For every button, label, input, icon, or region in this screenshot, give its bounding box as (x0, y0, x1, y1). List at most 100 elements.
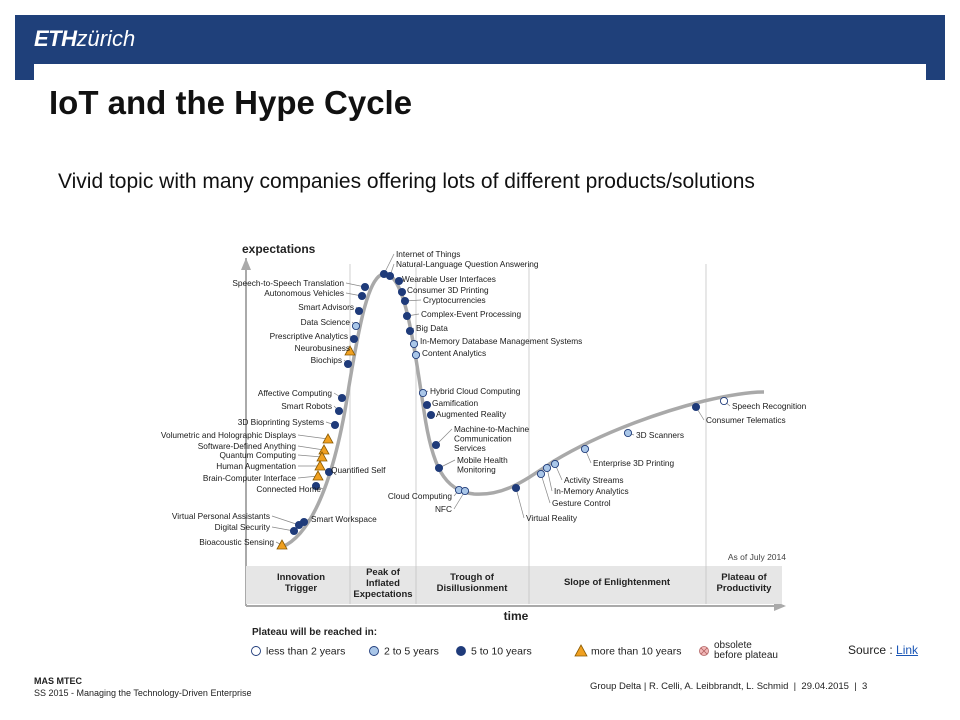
label-digital-security: Digital Security (215, 522, 271, 532)
technology-markers (276, 269, 729, 550)
marker-activity-streams (550, 459, 560, 469)
y-axis-label: expectations (242, 242, 316, 256)
label-software-defined-anything: Software-Defined Anything (198, 441, 297, 451)
label-in-memory-analytics: In-Memory Analytics (554, 486, 629, 496)
phase-band (246, 566, 782, 604)
hype-cycle-svg: expectations time As of July 2014 Intern… (161, 242, 807, 661)
label-smart-workspace: Smart Workspace (311, 514, 377, 524)
marker-nfc (460, 486, 470, 496)
label-consumer-telematics: Consumer Telematics (706, 415, 786, 425)
marker-in-memory-analytics (542, 463, 552, 473)
label-natural-language-question-answering: Natural-Language Question Answering (396, 259, 539, 269)
marker-volumetric-and-holographic-displays (322, 433, 334, 444)
marker-speech-to-speech-translation (360, 282, 370, 292)
legend: less than 2 years 2 to 5 years 5 to 10 yea… (251, 640, 778, 661)
label-virtual-reality: Virtual Reality (526, 513, 578, 523)
label-prescriptive-analytics: Prescriptive Analytics (270, 331, 348, 341)
label-enterprise-3d-printing: Enterprise 3D Printing (593, 458, 675, 468)
label-cloud-computing: Cloud Computing (388, 491, 452, 501)
marker-smart-advisors (354, 306, 364, 316)
marker-neurobusiness (344, 345, 356, 356)
footer-sep-1: | (788, 681, 802, 692)
footer-sep-2: | (848, 681, 862, 692)
label-virtual-personal-assistants: Virtual Personal Assistants (172, 511, 270, 521)
label-speech-recognition: Speech Recognition (732, 401, 807, 411)
label-cryptocurrencies: Cryptocurrencies (423, 295, 486, 305)
source-note: Source : Link (848, 643, 918, 657)
marker-software-defined-anything (318, 444, 330, 455)
footer-authors: Group Delta | R. Celli, A. Leibbrandt, L… (590, 681, 789, 692)
label-3d-scanners: 3D Scanners (636, 430, 684, 440)
marker-virtual-personal-assistants (294, 520, 304, 530)
marker-speech-recognition (719, 396, 729, 406)
label-big-data: Big Data (416, 323, 448, 333)
label-internet-of-things: Internet of Things (396, 249, 460, 259)
source-link[interactable]: Link (896, 643, 919, 657)
label-in-memory-database-management-systems: In-Memory Database Management Systems (420, 336, 582, 346)
footer-right: Group Delta | R. Celli, A. Leibbrandt, L… (590, 681, 867, 692)
marker-content-analytics (411, 350, 421, 360)
legend-symbol-5to10 (456, 646, 466, 656)
marker-gesture-control (536, 469, 546, 479)
label-3d-bioprinting-systems: 3D Bioprinting Systems (238, 417, 324, 427)
marker-consumer-telematics (691, 402, 701, 412)
label-autonomous-vehicles: Autonomous Vehicles (264, 288, 344, 298)
label-bioacoustic-sensing: Bioacoustic Sensing (199, 537, 274, 547)
marker-prescriptive-analytics (349, 334, 359, 344)
marker-digital-security (289, 526, 299, 536)
label-neurobusiness: Neurobusiness (295, 343, 350, 353)
marker-gamification (422, 400, 432, 410)
label-smart-advisors: Smart Advisors (298, 302, 354, 312)
marker-data-science (351, 321, 361, 331)
marker-augmented-reality (426, 410, 436, 420)
leader-software-defined-anything (297, 445, 325, 451)
footer-date: 29.04.2015 (801, 681, 849, 692)
marker-consumer-3d-printing (397, 287, 407, 297)
marker-bioacoustic-sensing (276, 539, 288, 550)
phase-innovation-trigger: Innovation Trigger (277, 572, 325, 594)
label-hybrid-cloud-computing: Hybrid Cloud Computing (430, 386, 521, 396)
marker-machine-to-machine-communication-services (431, 440, 441, 450)
marker-virtual-reality (511, 483, 521, 493)
marker-wearable-user-interfaces (394, 276, 404, 286)
legend-symbol-lt2 (251, 646, 261, 656)
marker-mobile-health-monitoring (434, 463, 444, 473)
hype-cycle-chart: expectations time As of July 2014 Intern… (134, 236, 826, 666)
x-axis-label: time (504, 609, 529, 623)
label-affective-computing: Affective Computing (258, 388, 332, 398)
y-axis-arrow (241, 258, 251, 270)
header-banner-notch (34, 64, 926, 81)
marker-connected-home (311, 481, 321, 491)
legend-label-5to10: 5 to 10 years (471, 646, 532, 658)
slide-subtitle: Vivid topic with many companies offering… (58, 170, 755, 193)
label-gamification: Gamification (432, 398, 478, 408)
label-activity-streams: Activity Streams (564, 475, 623, 485)
legend-label-2to5: 2 to 5 years (384, 646, 439, 658)
marker-hybrid-cloud-computing (418, 388, 428, 398)
marker-brain-computer-interface (312, 470, 324, 481)
label-gesture-control: Gesture Control (552, 498, 611, 508)
marker-biochips (343, 359, 353, 369)
marker-big-data (405, 326, 415, 336)
phase-dividers (349, 264, 707, 604)
label-biochips: Biochips (311, 355, 342, 365)
label-smart-robots: Smart Robots (281, 401, 332, 411)
phase-trough-of-disillusionment: Trough of Disillusionment (437, 572, 509, 594)
label-wearable-user-interfaces: Wearable User Interfaces (402, 274, 496, 284)
label-volumetric-and-holographic-displays: Volumetric and Holographic Displays (161, 430, 296, 440)
legend-label-gt10: more than 10 years (591, 646, 681, 658)
label-consumer-3d-printing: Consumer 3D Printing (407, 285, 489, 295)
marker-smart-robots (334, 406, 344, 416)
footer-course: SS 2015 - Managing the Technology-Driven… (34, 688, 252, 698)
marker-3d-scanners (623, 428, 633, 438)
label-content-analytics: Content Analytics (422, 348, 486, 358)
source-label: Source : (848, 643, 897, 657)
marker-natural-language-question-answering (385, 271, 395, 281)
legend-cross-b (700, 647, 708, 655)
label-nfc: NFC (435, 504, 452, 514)
eth-zurich-logo: ETHzürich (34, 26, 136, 51)
footer-program: MAS MTEC (34, 676, 82, 686)
leader-gesture-control (540, 473, 551, 504)
label-augmented-reality: Augmented Reality (436, 409, 507, 419)
